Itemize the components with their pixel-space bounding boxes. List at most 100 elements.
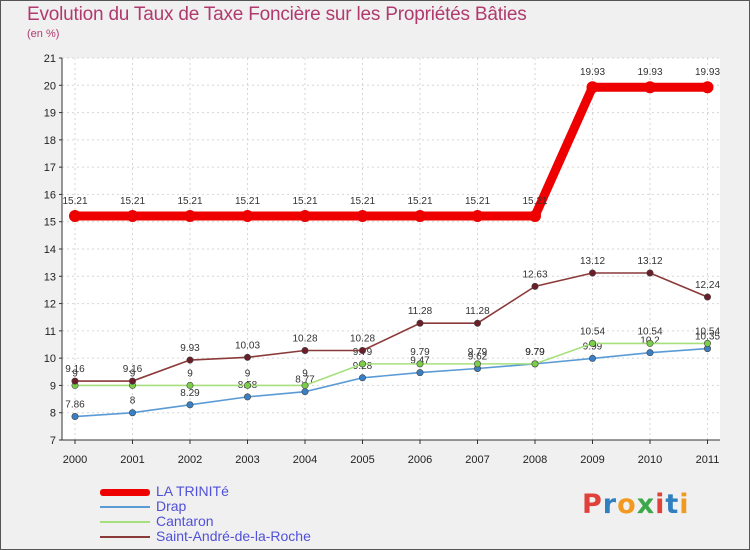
data-point	[299, 209, 311, 222]
data-point	[473, 360, 481, 368]
brand-letter: x	[636, 489, 656, 520]
data-label: 9.99	[583, 341, 603, 352]
data-point	[244, 381, 252, 389]
data-point	[129, 377, 137, 385]
data-label: 9.79	[525, 347, 545, 358]
data-point	[358, 374, 366, 382]
y-tick-label: 10	[44, 353, 56, 365]
legend-swatch	[100, 536, 150, 538]
y-tick-label: 14	[44, 244, 56, 256]
data-label: 8.29	[180, 388, 200, 399]
data-point	[703, 293, 711, 301]
y-tick-label: 7	[50, 435, 56, 447]
data-label: 12.24	[695, 280, 720, 291]
data-label: 10.28	[292, 334, 317, 345]
data-label: 13.12	[637, 256, 662, 267]
data-label: 19.93	[580, 67, 605, 78]
data-label: 10.54	[695, 326, 720, 337]
data-label: 9	[72, 368, 78, 379]
data-point	[129, 409, 137, 417]
data-label: 9.16	[65, 364, 85, 375]
legend-item: Cantaron	[100, 514, 311, 529]
brand-logo: Proxiti	[582, 489, 690, 520]
data-label: 9.79	[468, 347, 488, 358]
y-tick-label: 20	[44, 80, 56, 92]
data-point	[186, 381, 194, 389]
data-point	[301, 381, 309, 389]
data-label: 19.93	[695, 67, 720, 78]
data-point	[416, 369, 424, 377]
legend-swatch	[100, 488, 150, 496]
legend-label: Cantaron	[156, 513, 214, 529]
x-tick-label: 2002	[178, 454, 202, 466]
data-point	[301, 388, 309, 396]
legend-item: LA TRINITé	[100, 484, 311, 499]
data-point	[646, 349, 654, 357]
legend-swatch	[100, 506, 150, 508]
data-label: 11.28	[408, 306, 433, 317]
data-label: 9.16	[123, 364, 143, 375]
data-label: 10.54	[637, 326, 662, 337]
brand-letter: o	[617, 489, 637, 520]
x-tick-label: 2011	[696, 454, 720, 466]
y-tick-label: 9	[50, 380, 56, 392]
y-tick-label: 18	[44, 135, 56, 147]
data-point	[186, 356, 194, 364]
x-tick-label: 2004	[293, 454, 317, 466]
data-point	[531, 282, 539, 290]
data-point	[588, 269, 596, 277]
x-tick-label: 2008	[523, 454, 547, 466]
series-line	[74, 272, 709, 382]
data-label: 9.79	[525, 347, 545, 358]
data-point	[244, 353, 252, 361]
legend-item: Saint-André-de-la-Roche	[100, 529, 311, 544]
data-label: 12.63	[522, 269, 547, 280]
data-point	[471, 209, 484, 222]
data-label: 9	[245, 368, 251, 379]
data-label: 19.93	[637, 67, 662, 78]
data-point	[241, 209, 254, 222]
data-label: 15.21	[465, 196, 490, 207]
legend-label: Drap	[156, 498, 187, 514]
data-point	[244, 393, 252, 401]
data-point	[416, 360, 424, 368]
legend-label: Saint-André-de-la-Roche	[156, 528, 311, 544]
x-tick-label: 2003	[235, 454, 259, 466]
plot-area	[62, 58, 720, 440]
data-label: 9	[130, 368, 136, 379]
data-label: 8	[130, 396, 136, 407]
data-point	[71, 377, 79, 385]
data-point	[529, 209, 541, 222]
data-point	[186, 401, 194, 409]
data-point	[646, 269, 654, 277]
x-tick-label: 2000	[63, 454, 87, 466]
x-tick-label: 2009	[580, 454, 604, 466]
y-tick-label: 16	[44, 189, 56, 201]
data-label: 15.21	[292, 196, 317, 207]
data-label: 15.21	[235, 196, 260, 207]
data-label: 15.21	[62, 196, 87, 207]
chart-title: Evolution du Taux de Taxe Foncière sur l…	[27, 4, 527, 25]
data-label: 9.79	[410, 347, 430, 358]
data-label: 10.28	[350, 334, 375, 345]
data-label: 9.93	[180, 343, 200, 354]
data-point	[126, 209, 139, 222]
data-point	[586, 81, 599, 94]
data-point	[703, 339, 711, 347]
y-tick-label: 19	[44, 108, 56, 120]
brand-letter: r	[602, 489, 618, 520]
y-tick-label: 13	[44, 271, 56, 283]
data-point	[358, 347, 366, 355]
data-point	[473, 319, 481, 327]
data-label: 7.86	[65, 400, 85, 411]
series-line	[74, 347, 709, 418]
data-point	[356, 209, 369, 222]
data-point	[184, 209, 196, 222]
data-label: 10.35	[695, 332, 720, 343]
data-label: 13.12	[580, 256, 605, 267]
x-tick-label: 2007	[465, 454, 489, 466]
x-tick-label: 2010	[638, 454, 662, 466]
data-point	[69, 209, 81, 222]
data-point	[588, 354, 596, 362]
